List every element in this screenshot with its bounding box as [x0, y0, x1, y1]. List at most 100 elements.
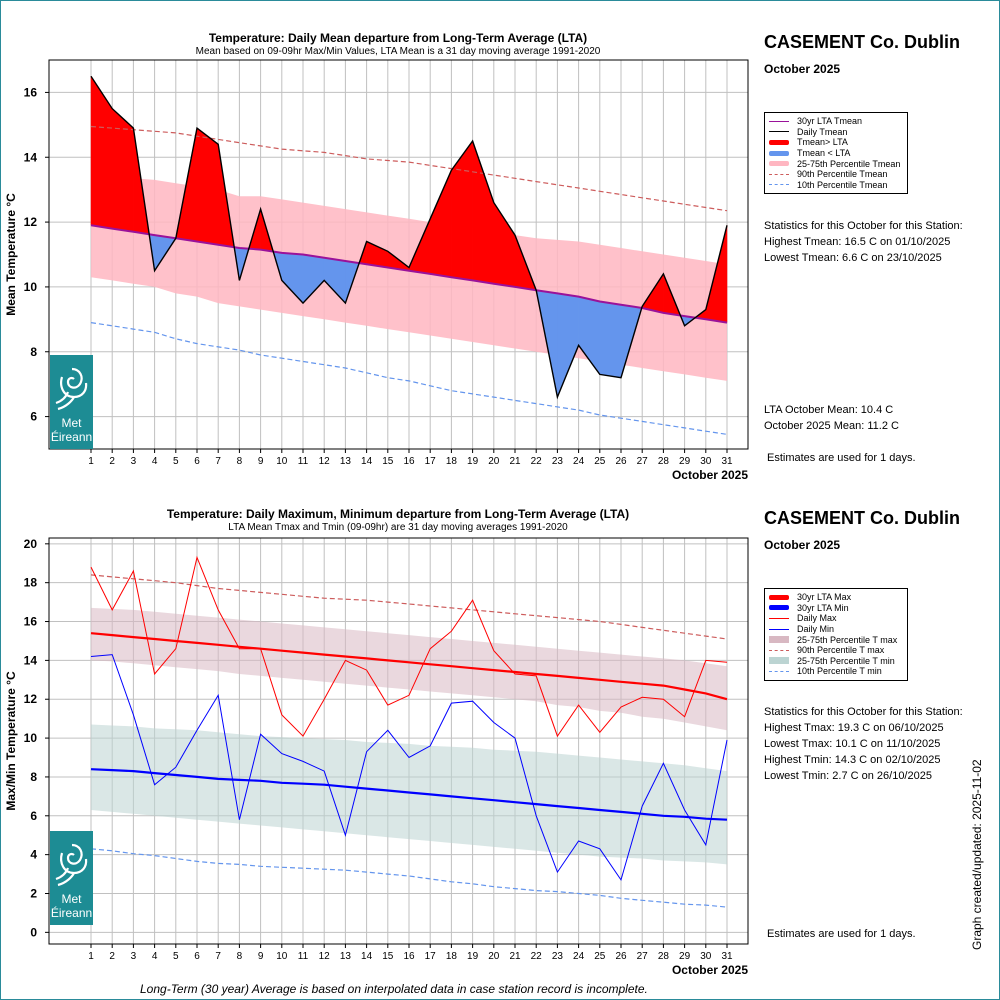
- logo-word-met: Met: [61, 892, 82, 906]
- legend-item: Tmean < LTA: [769, 148, 907, 159]
- x-tick-label: 29: [679, 951, 691, 962]
- legend-label: 10th Percentile T min: [797, 666, 882, 677]
- p90-tmax-line: [90, 574, 728, 640]
- legend-item: 30yr LTA Min: [769, 603, 907, 614]
- estimates-note-top: Estimates are used for 1 days.: [767, 452, 916, 464]
- y-tick-label: 6: [30, 410, 37, 424]
- x-tick-label: 5: [173, 456, 179, 467]
- logo-word-met: Met: [61, 416, 82, 430]
- chart-title: Temperature: Daily Maximum, Minimum depa…: [167, 507, 629, 521]
- y-tick-label: 12: [24, 692, 38, 706]
- x-tick-label: 9: [258, 456, 264, 467]
- x-tick-label: 27: [637, 456, 649, 467]
- x-tick-label: 24: [573, 456, 585, 467]
- x-tick-label: 8: [237, 951, 243, 962]
- x-tick-label: 16: [403, 951, 415, 962]
- y-tick-label: 10: [24, 280, 38, 294]
- legend-label: Tmean < LTA: [797, 148, 851, 159]
- legend-label: 10th Percentile Tmean: [797, 179, 888, 190]
- x-tick-label: 9: [258, 951, 264, 962]
- x-tick-label: 28: [658, 456, 670, 467]
- x-tick-label: 14: [361, 951, 373, 962]
- x-tick-label: 10: [276, 456, 288, 467]
- logo-word-eireann: Éireann: [50, 430, 93, 444]
- legend-swatch: [769, 120, 789, 122]
- legend-swatch: [769, 184, 789, 186]
- x-tick-label: 7: [215, 456, 221, 467]
- x-tick-label: 2: [109, 456, 115, 467]
- daily-max-line: [90, 555, 728, 738]
- x-tick-label: 31: [721, 456, 733, 467]
- legend-swatch: [769, 150, 789, 156]
- daily-min-line: [90, 654, 728, 882]
- x-tick-label: 18: [446, 951, 458, 962]
- x-tick-label: 12: [319, 951, 331, 962]
- p90-tmean-line: [90, 125, 728, 212]
- y-tick-label: 12: [24, 215, 38, 229]
- legend-label: 25-75th Percentile Tmean: [797, 158, 901, 169]
- x-tick-label: 13: [340, 951, 352, 962]
- footnote: Long-Term (30 year) Average is based on …: [140, 982, 648, 996]
- x-tick-label: 3: [131, 456, 137, 467]
- legend-item: 90th Percentile T max: [769, 645, 907, 656]
- plot-frame: [48, 59, 749, 450]
- lta-min-line: [90, 768, 728, 821]
- x-axis-label: October 2025: [672, 468, 748, 482]
- lta-max-line: [90, 632, 728, 701]
- chart-subtitle: LTA Mean Tmax and Tmin (09-09hr) are 31 …: [228, 522, 568, 533]
- swirl-icon: [55, 367, 88, 411]
- x-tick-label: 17: [425, 456, 437, 467]
- mean-line: LTA October Mean: 10.4 C: [764, 404, 894, 416]
- legend-label: 25-75th Percentile T max: [797, 634, 898, 645]
- legend-item: 10th Percentile Tmean: [769, 180, 907, 191]
- x-tick-label: 16: [403, 456, 415, 467]
- x-tick-label: 23: [552, 456, 564, 467]
- legend-label: 90th Percentile T max: [797, 645, 885, 656]
- lta-tmean-line: [90, 224, 728, 324]
- legend-item: 25-75th Percentile Tmean: [769, 158, 907, 169]
- x-tick-label: 15: [382, 951, 394, 962]
- x-tick-label: 11: [298, 951, 309, 962]
- x-tick-label: 14: [361, 456, 373, 467]
- legend-swatch: [769, 657, 789, 665]
- y-tick-label: 8: [30, 345, 37, 359]
- mean-temperature-chart: 1 2 3 4 5 6 7 8 9 10 11 12 13 14 15 16 17 18 19 20 21 22 23 24 2…: [4, 31, 749, 482]
- stat-line: Highest Tmax: 19.3 C on 06/10/2025: [764, 722, 944, 734]
- y-tick-label: 10: [24, 731, 38, 745]
- x-tick-label: 13: [340, 456, 352, 467]
- legend-swatch: [769, 131, 789, 133]
- legend-label: Daily Tmean: [797, 126, 848, 137]
- x-tick-label: 19: [467, 456, 479, 467]
- legend-label: Daily Min: [797, 624, 835, 635]
- legend-item: Daily Min: [769, 624, 907, 635]
- x-tick-label: 30: [700, 456, 712, 467]
- p10-tmin-line: [90, 848, 728, 908]
- legend-item: 25-75th Percentile T min: [769, 656, 907, 667]
- legend-swatch: [769, 605, 789, 611]
- x-tick-label: 25: [594, 456, 606, 467]
- legend-label: 30yr LTA Min: [797, 602, 849, 613]
- logo-word-eireann: Éireann: [50, 906, 93, 920]
- x-tick-label: 26: [615, 456, 627, 467]
- legend-swatch: [769, 139, 789, 145]
- month-label: October 2025: [764, 538, 841, 552]
- x-tick-label: 22: [531, 951, 543, 962]
- station-name: CASEMENT Co. Dublin: [764, 32, 960, 52]
- x-tick-label: 27: [637, 951, 649, 962]
- x-tick-label: 3: [131, 951, 137, 962]
- x-tick-label: 4: [152, 456, 158, 467]
- legend-label: 30yr LTA Max: [797, 592, 852, 603]
- tmean-below-lta-fill: [599, 301, 622, 378]
- x-tick-label: 21: [509, 456, 521, 467]
- x-tick-label: 20: [488, 456, 500, 467]
- legend-swatch: [769, 628, 789, 630]
- stat-line: Lowest Tmean: 6.6 C on 23/10/2025: [764, 252, 942, 264]
- legend-swatch: [769, 636, 789, 644]
- legend-swatch: [769, 161, 789, 167]
- daily-tmean-line: [90, 75, 728, 400]
- legend-item: 10th Percentile T min: [769, 666, 907, 677]
- y-axis-label: Mean Temperature °C: [4, 193, 18, 316]
- legend-swatch: [769, 617, 789, 619]
- y-tick-label: 14: [24, 150, 38, 164]
